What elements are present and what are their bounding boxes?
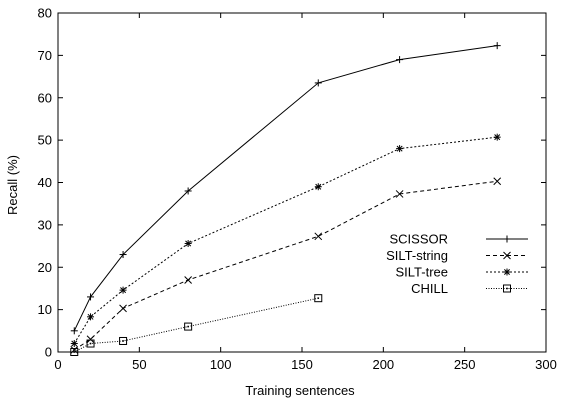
data-point-scissor <box>493 42 501 50</box>
series-line-chill <box>74 297 319 353</box>
legend-entry-chill: CHILL <box>411 281 528 296</box>
legend-label: CHILL <box>411 281 448 296</box>
y-tick-label: 30 <box>38 217 52 232</box>
data-point-silt-tree <box>119 286 127 294</box>
data-point-silt-string <box>493 177 502 186</box>
y-tick-label: 80 <box>38 6 52 21</box>
data-point-silt-string <box>395 190 404 198</box>
data-point-silt-tree <box>396 145 404 153</box>
legend-marker <box>503 235 511 243</box>
plot-border <box>57 12 547 353</box>
legend-entry-silt-string: SILT-string <box>386 248 528 263</box>
data-point-chill <box>314 294 323 303</box>
y-tick-label: 50 <box>38 133 52 148</box>
legend-marker <box>503 284 511 293</box>
legend-marker <box>503 268 511 276</box>
data-point-silt-tree <box>314 183 322 191</box>
legend-label: SCISSOR <box>389 232 448 247</box>
y-axis-title: Recall (%) <box>5 155 20 215</box>
x-tick-label: 300 <box>535 357 557 372</box>
y-tick-label: 60 <box>38 90 52 105</box>
legend-entry-silt-tree: SILT-tree <box>395 265 528 280</box>
data-point-silt-string <box>314 232 323 241</box>
x-tick-label: 50 <box>132 357 146 372</box>
data-point-chill <box>184 322 193 331</box>
data-point-silt-tree <box>184 240 192 248</box>
series-chill <box>70 294 323 356</box>
series-silt-tree <box>70 133 501 348</box>
data-point-chill <box>70 348 79 356</box>
data-point-silt-tree <box>87 313 95 321</box>
data-point-scissor <box>70 327 78 335</box>
legend-label: SILT-string <box>386 248 448 263</box>
x-tick-label: 0 <box>54 357 61 372</box>
x-tick-label: 250 <box>454 357 476 372</box>
legend-label: SILT-tree <box>395 265 448 280</box>
data-point-silt-tree <box>70 340 78 348</box>
series-scissor <box>70 42 501 335</box>
data-point-silt-string <box>184 276 192 284</box>
data-point-scissor <box>119 251 127 259</box>
data-point-silt-string <box>70 346 79 354</box>
data-point-silt-string <box>119 304 127 313</box>
plot-frame <box>57 12 547 353</box>
x-tick-label: 200 <box>372 357 394 372</box>
y-tick-label: 10 <box>38 302 52 317</box>
x-tick-label: 100 <box>210 357 232 372</box>
data-point-scissor <box>314 79 322 87</box>
x-axis-title: Training sentences <box>245 383 355 398</box>
y-tick-label: 40 <box>38 175 52 190</box>
data-point-scissor <box>87 293 95 301</box>
series-layer <box>70 42 502 356</box>
y-tick-label: 0 <box>45 345 52 360</box>
axis-ticks: 0 50 100 150 200 250 300 0 10 20 30 40 50 60 70 80 <box>38 6 557 373</box>
data-point-scissor <box>396 56 404 64</box>
series-silt-string <box>70 177 502 354</box>
data-point-chill <box>86 339 95 348</box>
data-point-silt-tree <box>493 133 501 141</box>
data-point-silt-string <box>86 335 95 344</box>
data-point-chill <box>119 336 128 345</box>
legend-entry-scissor: SCISSOR <box>389 232 528 247</box>
legend-marker <box>503 251 511 260</box>
y-tick-label: 20 <box>38 260 52 275</box>
y-tick-label: 70 <box>38 48 52 63</box>
x-tick-label: 150 <box>291 357 313 372</box>
data-point-scissor <box>184 187 192 195</box>
